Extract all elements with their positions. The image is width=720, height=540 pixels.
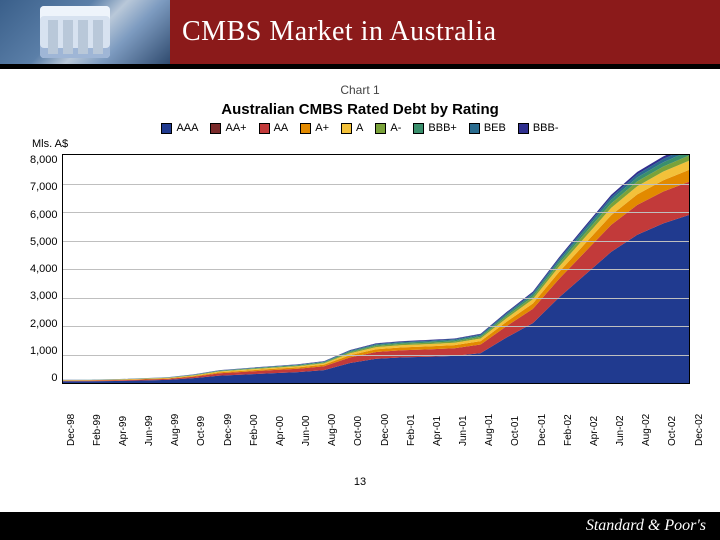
- slide-body: Chart 1 Australian CMBS Rated Debt by Ra…: [0, 69, 720, 494]
- gridline: [63, 241, 689, 242]
- x-tick: Feb-00: [249, 414, 260, 446]
- slide-page: CMBS Market in Australia Chart 1 Austral…: [0, 0, 720, 540]
- x-tick: Dec-02: [694, 414, 705, 446]
- legend-label: AAA: [176, 122, 198, 134]
- chart-title: Australian CMBS Rated Debt by Rating: [30, 101, 690, 118]
- x-tick: Aug-99: [170, 414, 181, 446]
- x-axis: Dec-98 Feb-99 Apr-99 Jun-99 Aug-99 Oct-99 Dec-…: [62, 388, 690, 458]
- legend-swatch: [341, 123, 352, 134]
- x-tick: Jun-99: [144, 415, 155, 446]
- legend-label: AA+: [225, 122, 246, 134]
- gridline: [63, 355, 689, 356]
- x-tick: Jun-02: [615, 415, 626, 446]
- legend-label: AA: [274, 122, 289, 134]
- x-tick: Oct-01: [510, 416, 521, 446]
- x-tick: Dec-00: [380, 414, 391, 446]
- chart-wrap: 8,000 7,000 6,000 5,000 4,000 3,000 2,000 1,000…: [30, 154, 690, 458]
- footer-band: Standard & Poor's: [0, 512, 720, 540]
- y-tick: 1,000: [30, 345, 58, 357]
- plot-area: [62, 154, 690, 384]
- x-tick: Dec-01: [537, 414, 548, 446]
- x-tick: Apr-02: [589, 416, 600, 446]
- x-tick: Oct-99: [196, 416, 207, 446]
- legend-swatch: [259, 123, 270, 134]
- gridline: [63, 326, 689, 327]
- x-tick: Apr-00: [275, 416, 286, 446]
- legend-item: A-: [375, 122, 401, 134]
- x-tick: Dec-99: [223, 414, 234, 446]
- chart-legend: AAA AA+ AA A+ A A- BBB+ BEB BBB-: [30, 122, 690, 134]
- legend-item: BBB-: [518, 122, 559, 134]
- page-number: 13: [354, 476, 366, 488]
- legend-swatch: [300, 123, 311, 134]
- legend-swatch: [375, 123, 386, 134]
- x-tick: Apr-99: [118, 416, 129, 446]
- y-tick: 5,000: [30, 236, 58, 248]
- x-tick: Jun-00: [301, 415, 312, 446]
- x-tick: Aug-00: [327, 414, 338, 446]
- legend-label: BBB+: [428, 122, 456, 134]
- y-tick: 0: [51, 372, 57, 384]
- legend-item: A: [341, 122, 363, 134]
- legend-swatch: [413, 123, 424, 134]
- y-tick: 4,000: [30, 263, 58, 275]
- plot-box: Dec-98 Feb-99 Apr-99 Jun-99 Aug-99 Oct-99 Dec-…: [62, 154, 690, 458]
- header-decorative-image: [0, 0, 170, 64]
- chart-caption: Chart 1: [30, 83, 690, 97]
- standard-and-poors-logo: Standard & Poor's: [586, 517, 706, 535]
- legend-label: A-: [390, 122, 401, 134]
- legend-swatch: [518, 123, 529, 134]
- legend-item: BBB+: [413, 122, 456, 134]
- y-tick: 2,000: [30, 318, 58, 330]
- legend-item: A+: [300, 122, 329, 134]
- x-tick: Apr-01: [432, 416, 443, 446]
- legend-item: AA+: [210, 122, 246, 134]
- legend-label: BBB-: [533, 122, 559, 134]
- x-tick: Oct-02: [667, 416, 678, 446]
- legend-item: BEB: [469, 122, 506, 134]
- x-tick: Feb-99: [92, 414, 103, 446]
- x-tick: Oct-00: [353, 416, 364, 446]
- y-tick: 8,000: [30, 154, 58, 166]
- legend-swatch: [469, 123, 480, 134]
- x-tick: Aug-01: [484, 414, 495, 446]
- y-axis: 8,000 7,000 6,000 5,000 4,000 3,000 2,000 1,000…: [30, 154, 62, 384]
- legend-label: A: [356, 122, 363, 134]
- x-tick: Aug-02: [641, 414, 652, 446]
- legend-label: A+: [315, 122, 329, 134]
- gridline: [63, 184, 689, 185]
- gridline: [63, 298, 689, 299]
- legend-label: BEB: [484, 122, 506, 134]
- y-axis-label: Mls. A$: [32, 138, 690, 150]
- legend-item: AA: [259, 122, 289, 134]
- x-tick: Feb-02: [563, 414, 574, 446]
- legend-swatch: [161, 123, 172, 134]
- gridline: [63, 269, 689, 270]
- legend-item: AAA: [161, 122, 198, 134]
- x-tick: Dec-98: [66, 414, 77, 446]
- y-tick: 6,000: [30, 209, 58, 221]
- legend-swatch: [210, 123, 221, 134]
- y-tick: 3,000: [30, 290, 58, 302]
- page-title: CMBS Market in Australia: [182, 16, 497, 48]
- gridline: [63, 212, 689, 213]
- y-tick: 7,000: [30, 181, 58, 193]
- header-band: CMBS Market in Australia: [0, 0, 720, 64]
- x-tick: Feb-01: [406, 414, 417, 446]
- x-tick: Jun-01: [458, 415, 469, 446]
